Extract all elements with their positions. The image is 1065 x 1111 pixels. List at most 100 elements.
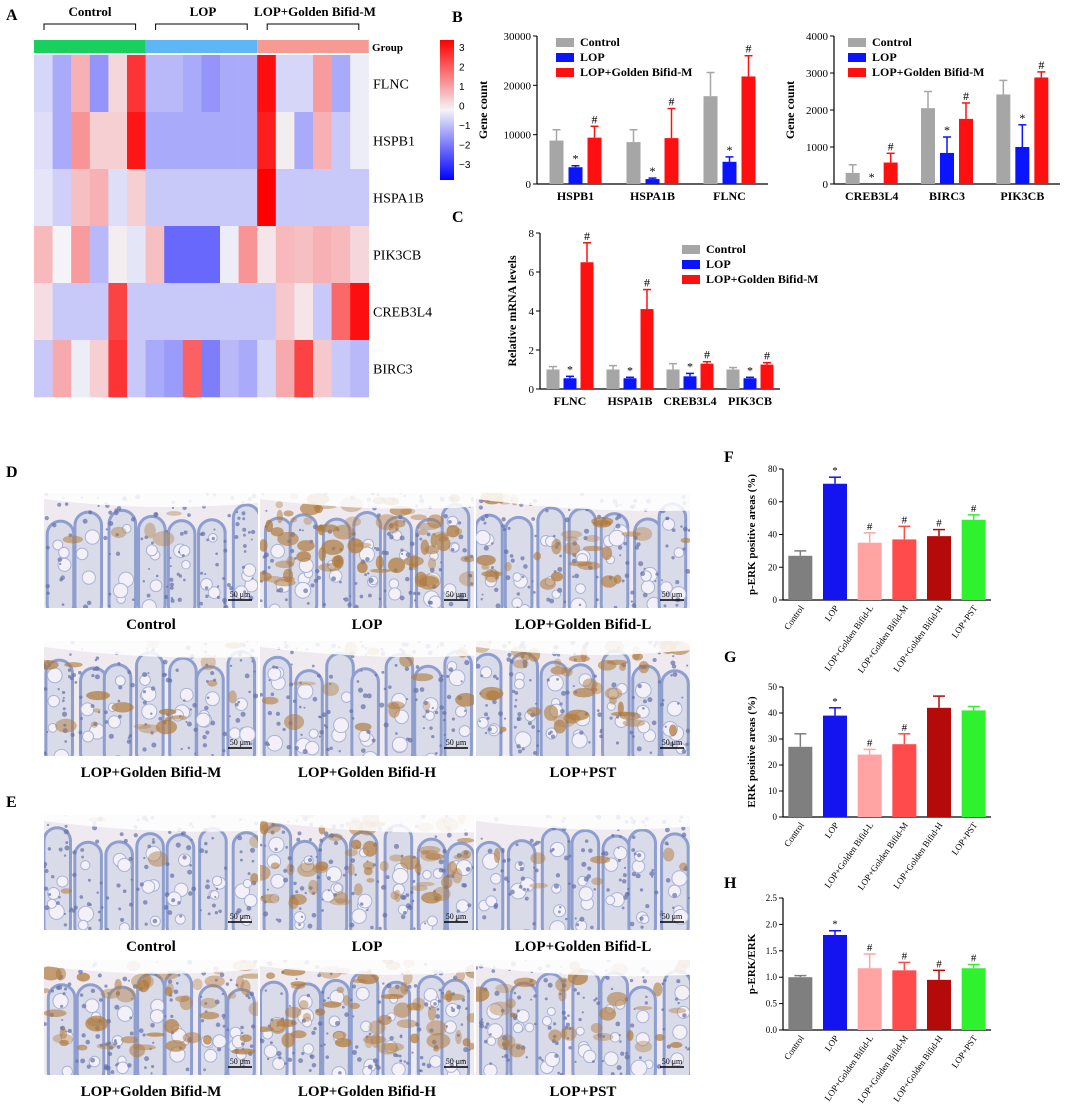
- x-tick-label: LOP+PST: [950, 820, 980, 857]
- significance-mark: *: [832, 465, 838, 477]
- panel-label-e: E: [6, 794, 17, 811]
- chart-gene-count-right: 0 1000 2000 3000 4000 Gene count * # CREB3L4 * # BI…: [783, 31, 1060, 203]
- heatmap-cell: [52, 340, 72, 398]
- heatmap-cell: [145, 340, 165, 398]
- heatmap-cell: [127, 340, 146, 398]
- bar: [927, 536, 951, 600]
- significance-mark: *: [944, 123, 950, 137]
- y-axis-title: Gene count: [783, 81, 797, 139]
- legend-swatch: [682, 275, 700, 284]
- heatmap-cell: [238, 283, 258, 341]
- heatmap-cell: [164, 340, 184, 398]
- heatmap-cell: [34, 169, 53, 227]
- y-tick-label: 20: [768, 760, 778, 770]
- heatmap-cell: [257, 340, 277, 398]
- micrographs-panel-d: 50 μm Control 50 μm LOP 50 μm LOP+Golden Bifi…: [44, 493, 690, 781]
- bar: [580, 262, 594, 389]
- significance-mark: #: [704, 348, 710, 362]
- heatmap-cell: [220, 283, 239, 341]
- bar: [788, 746, 813, 817]
- heatmap-cell: [220, 55, 239, 113]
- significance-mark: #: [867, 521, 873, 533]
- heatmap-cell: [164, 169, 184, 227]
- heatmap-cell: [127, 169, 146, 227]
- heatmap-cell: [34, 226, 53, 284]
- heatmap-cell: [350, 112, 370, 170]
- y-tick-label: 1.0: [766, 972, 778, 982]
- heatmap-row-label: HSPA1B: [373, 192, 424, 207]
- bar: [845, 172, 860, 184]
- heatmap-group-header-lop: LOP: [190, 4, 217, 19]
- bar: [857, 542, 882, 600]
- legend-swatch: [556, 68, 574, 77]
- y-tick-label: 40: [768, 530, 778, 540]
- bar: [823, 715, 847, 817]
- significance-mark: *: [747, 363, 753, 377]
- significance-mark: *: [650, 164, 656, 178]
- significance-mark: #: [971, 953, 977, 965]
- bar: [892, 539, 917, 600]
- significance-mark: #: [902, 514, 908, 526]
- x-tick-label: Control: [782, 1033, 806, 1062]
- bar: [623, 378, 637, 389]
- x-tick-label: HSPA1B: [607, 394, 652, 408]
- significance-mark: *: [627, 363, 633, 377]
- heatmap-cell: [294, 226, 314, 284]
- heatmap-scale-tick: 1: [459, 82, 465, 93]
- heatmap-cell: [350, 340, 370, 398]
- significance-mark: *: [869, 170, 875, 184]
- heatmap-cell: [350, 169, 370, 227]
- bar: [645, 179, 660, 184]
- y-tick-label: 50: [768, 682, 778, 692]
- bar: [823, 934, 847, 1030]
- micrograph: 50 μm LOP+PST: [476, 960, 690, 1100]
- heatmap-group-header-golden: LOP+Golden Bifid-M: [254, 4, 376, 19]
- y-axis-title: ERK positive areas (%): [746, 696, 758, 808]
- micrograph-caption: LOP: [352, 939, 383, 955]
- bar: [549, 140, 564, 184]
- heatmap-cell: [52, 169, 72, 227]
- significance-mark: #: [644, 276, 650, 290]
- significance-mark: *: [727, 143, 733, 157]
- panel-label-d: D: [6, 464, 18, 481]
- heatmap-cell: [257, 55, 277, 113]
- micrograph-caption: LOP+Golden Bifid-L: [515, 617, 652, 633]
- heatmap-cell: [182, 226, 202, 284]
- bar: [921, 108, 935, 184]
- heatmap-group-legend-title: Group: [372, 42, 403, 54]
- heatmap-cell: [89, 226, 109, 284]
- legend-label: LOP: [580, 50, 605, 64]
- scale-bar-label: 50 μm: [446, 1057, 467, 1066]
- heatmap-cell: [350, 283, 370, 341]
- y-axis-title: Gene count: [476, 81, 490, 139]
- heatmap-cell: [238, 55, 258, 113]
- bar: [626, 142, 641, 184]
- y-axis-title: p-ERK positive areas (%): [746, 474, 758, 595]
- legend-label: LOP: [872, 50, 897, 64]
- y-tick-label: 0: [526, 179, 532, 191]
- x-tick-label: Control: [782, 603, 806, 632]
- significance-mark: #: [902, 950, 908, 962]
- heatmap-cell: [145, 112, 165, 170]
- y-tick-label: 20000: [504, 80, 532, 92]
- bar: [788, 977, 813, 1030]
- legend-label: Control: [872, 35, 912, 49]
- micrographs-panel-e: 50 μm Control 50 μm LOP 50 μm LOP+Golden Bifi…: [44, 815, 690, 1100]
- heatmap-scale-tick: −3: [459, 160, 471, 171]
- bar: [666, 369, 680, 389]
- heatmap-cell: [71, 55, 91, 113]
- x-tick-label: HSPA1B: [630, 189, 675, 203]
- heatmap-cell: [108, 283, 128, 341]
- heatmap-scale-tick: 0: [459, 102, 465, 113]
- heatmap-cell: [294, 169, 314, 227]
- legend-swatch: [682, 245, 700, 254]
- y-tick-label: 0.5: [766, 999, 778, 1009]
- heatmap-cell: [238, 169, 258, 227]
- heatmap-cell: [257, 283, 277, 341]
- heatmap-cell: [71, 169, 91, 227]
- heatmap-cell: [313, 169, 332, 227]
- chart-erk-positive: 0 10 20 30 40 50 ERK positive areas (%) Control…: [746, 682, 991, 892]
- y-tick-label: 10: [768, 786, 778, 796]
- heatmap-cell: [275, 55, 295, 113]
- heatmap-group-strip: [257, 40, 369, 53]
